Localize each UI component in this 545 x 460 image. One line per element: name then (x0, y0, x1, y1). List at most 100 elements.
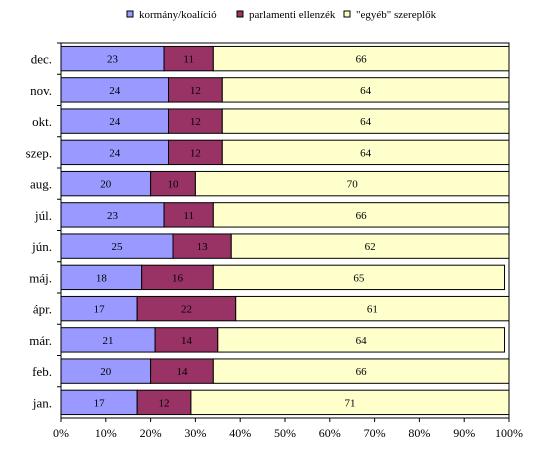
data-label-szep.-series-1: 24 (109, 147, 121, 159)
bar-júl.-series-1 (60, 202, 165, 228)
data-label-nov.-series-1: 24 (109, 85, 121, 97)
category-label-12: jan. (32, 395, 52, 410)
data-label-aug.-series-1: 20 (100, 179, 112, 191)
x-axis: 0% 10% 20% 30% 40% 50% 60% 70% 80% 90% 100% (53, 418, 523, 440)
data-label-okt.-series-3: 64 (360, 116, 372, 128)
bar-dec.-series-2 (163, 45, 214, 72)
bar-okt.-series-2 (168, 108, 223, 134)
data-label-júl.-series-1: 23 (107, 210, 119, 222)
data-label-jún.-series-3: 62 (365, 241, 376, 253)
x-tick-label-5: 40% (229, 426, 251, 440)
bar-jún.-series-2 (172, 233, 232, 259)
bar-máj.-series-3 (212, 264, 506, 291)
data-label-jún.-series-2: 13 (197, 241, 209, 253)
bar-aug.-series-1 (60, 170, 152, 197)
category-label-8: máj. (29, 270, 52, 285)
bar-jan.-series-1 (60, 389, 138, 416)
bar-már.-series-2 (154, 327, 219, 353)
bar-ápr.-series-2 (136, 295, 237, 322)
data-label-jún.-series-1: 25 (112, 241, 124, 253)
category-label-9: ápr. (33, 302, 52, 317)
legend-swatch-2 (236, 10, 244, 18)
bar-máj.-series-2 (141, 264, 214, 291)
data-label-máj.-series-3: 65 (353, 272, 365, 284)
bar-feb.-series-1 (60, 358, 152, 384)
bar-feb.-series-2 (150, 358, 214, 384)
bar-már.-series-1 (60, 327, 156, 353)
data-label-aug.-series-2: 10 (168, 179, 180, 191)
bar-szep.-series-3 (221, 139, 510, 166)
x-tick-label-3: 20% (140, 426, 162, 440)
data-label-nov.-series-3: 64 (360, 85, 372, 97)
x-tick-label-7: 60% (319, 426, 341, 440)
data-label-ápr.-series-3: 61 (367, 304, 378, 316)
bar-aug.-series-2 (150, 170, 196, 197)
x-tick-label-2: 10% (95, 426, 117, 440)
legend-label-2: parlamenti ellenzék (249, 9, 336, 21)
data-label-már.-series-1: 21 (103, 335, 114, 347)
legend-swatch-1 (126, 10, 134, 18)
bar-okt.-series-1 (60, 108, 170, 134)
x-tick-label-9: 80% (408, 426, 430, 440)
data-label-feb.-series-3: 66 (356, 366, 368, 378)
bar-dec.-series-3 (212, 45, 510, 72)
data-label-feb.-series-1: 20 (100, 366, 112, 378)
data-label-feb.-series-2: 14 (176, 366, 188, 378)
legend-swatch-3 (343, 10, 351, 18)
legend: kormány/koalíció parlamenti ellenzék "egyé… (126, 9, 437, 21)
bar-jún.-series-3 (230, 233, 510, 259)
bar-ápr.-series-1 (60, 295, 138, 322)
x-tick-label-4: 30% (184, 426, 206, 440)
bar-nov.-series-3 (221, 77, 510, 103)
bar-aug.-series-3 (194, 170, 510, 197)
data-label-júl.-series-3: 66 (356, 210, 368, 222)
data-label-jan.-series-3: 71 (344, 397, 355, 409)
legend-label-3: "egyéb" szereplők (356, 9, 437, 21)
data-label-dec.-series-3: 66 (356, 54, 368, 66)
category-label-6: júl. (34, 208, 52, 223)
bar-már.-series-3 (217, 327, 506, 353)
bar-ápr.-series-3 (235, 295, 510, 322)
data-label-máj.-series-1: 18 (96, 272, 108, 284)
data-label-szep.-series-2: 12 (190, 147, 201, 159)
category-label-7: jún. (31, 239, 52, 254)
legend-label-1: kormány/koalíció (139, 9, 217, 21)
x-tick-label-10: 90% (453, 426, 475, 440)
category-label-10: már. (29, 333, 52, 348)
x-tick-label-8: 70% (364, 426, 386, 440)
bar-szep.-series-2 (168, 139, 223, 166)
data-label-jan.-series-2: 12 (159, 397, 170, 409)
category-label-11: feb. (32, 364, 52, 379)
data-label-ápr.-series-2: 22 (181, 304, 192, 316)
bar-júl.-series-3 (212, 202, 510, 228)
bar-jan.-series-3 (190, 389, 510, 416)
data-label-már.-series-3: 64 (356, 335, 368, 347)
data-label-szep.-series-3: 64 (360, 147, 372, 159)
category-label-2: nov. (30, 83, 52, 98)
bar-okt.-series-3 (221, 108, 510, 134)
data-label-okt.-series-1: 24 (109, 116, 121, 128)
data-label-ápr.-series-1: 17 (94, 304, 106, 316)
bar-dec.-series-1 (60, 45, 165, 72)
bar-feb.-series-3 (212, 358, 510, 384)
data-label-dec.-series-1: 23 (107, 54, 119, 66)
x-tick-label-11: 100% (495, 426, 523, 440)
bars: 23 11 66 dec. 24 12 64 nov. 24 12 64 okt. 24 12 64 szep… (26, 42, 510, 416)
data-label-dec.-series-2: 11 (183, 54, 194, 66)
x-tick-label-1: 0% (53, 426, 69, 440)
data-label-nov.-series-2: 12 (190, 85, 201, 97)
bar-nov.-series-1 (60, 77, 170, 103)
data-label-júl.-series-2: 11 (183, 210, 194, 222)
data-label-már.-series-2: 14 (181, 335, 193, 347)
category-label-3: okt. (32, 114, 52, 129)
data-label-máj.-series-2: 16 (172, 272, 184, 284)
data-label-okt.-series-2: 12 (190, 116, 201, 128)
data-label-aug.-series-3: 70 (347, 179, 359, 191)
category-label-4: szep. (26, 145, 52, 160)
category-label-5: aug. (30, 177, 52, 192)
data-label-jan.-series-1: 17 (94, 397, 106, 409)
category-label-1: dec. (31, 52, 52, 67)
x-tick-label-6: 50% (274, 426, 296, 440)
